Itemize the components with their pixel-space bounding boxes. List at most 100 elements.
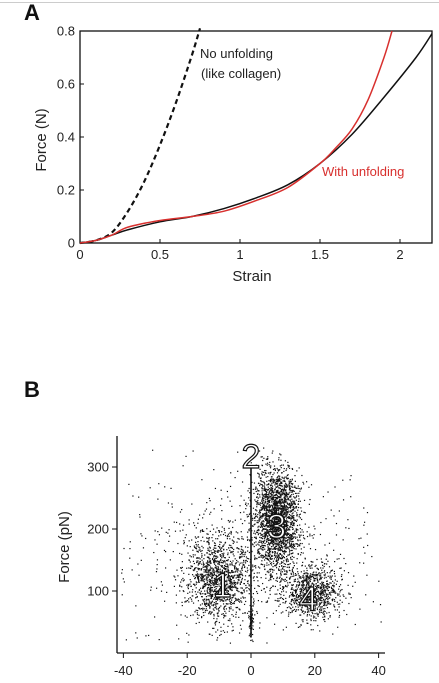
scatter-point [282, 586, 284, 588]
scatter-point [298, 516, 300, 518]
scatter-point [300, 594, 302, 597]
scatter-point [281, 549, 283, 551]
scatter-point [319, 533, 322, 536]
scatter-point [312, 597, 314, 599]
scatter-point [168, 535, 171, 537]
scatter-point [277, 481, 279, 483]
scatter-point [319, 597, 321, 599]
scatter-point [245, 584, 247, 587]
scatter-point [263, 494, 266, 496]
scatter-point [287, 560, 289, 562]
scatter-point [218, 576, 220, 578]
scatter-point [290, 509, 292, 512]
scatter-point [227, 535, 229, 537]
scatter-point [342, 479, 344, 481]
scatter-point [295, 586, 297, 588]
scatter-point [324, 620, 326, 623]
scatter-point [317, 574, 319, 576]
scatter-point [227, 519, 229, 522]
scatter-point [294, 598, 296, 600]
scatter-point [285, 530, 287, 532]
scatter-point [292, 561, 294, 563]
scatter-point [270, 568, 272, 570]
scatter-point [226, 563, 228, 565]
scatter-point [220, 561, 222, 563]
scatter-point [288, 563, 290, 566]
scatter-point [226, 576, 228, 578]
scatter-point [207, 549, 209, 551]
scatter-point [253, 603, 255, 605]
scatter-point [306, 574, 309, 576]
scatter-point [231, 539, 233, 541]
scatter-point [203, 583, 205, 586]
scatter-point [248, 564, 250, 567]
scatter-point [336, 609, 339, 611]
scatter-point [164, 486, 166, 488]
scatter-point [318, 591, 320, 593]
scatter-point [196, 550, 199, 553]
scatter-point [181, 579, 183, 581]
scatter-point [306, 575, 308, 578]
scatter-point [267, 529, 269, 531]
scatter-point [203, 586, 205, 589]
scatter-point [274, 552, 276, 554]
scatter-point [251, 519, 254, 521]
scatter-point [280, 535, 282, 537]
scatter-point [284, 485, 286, 487]
scatter-point [300, 591, 302, 593]
scatter-point [319, 594, 322, 596]
scatter-point [251, 617, 253, 619]
panel-b-y-tick-label: 300 [87, 460, 109, 475]
scatter-point [294, 533, 296, 535]
scatter-point [282, 528, 284, 530]
scatter-point [303, 577, 305, 579]
scatter-point [201, 596, 203, 598]
scatter-point [205, 562, 207, 564]
scatter-point [285, 516, 287, 518]
scatter-point [218, 573, 220, 576]
scatter-point [309, 575, 311, 577]
scatter-point [310, 560, 312, 563]
scatter-point [289, 499, 291, 501]
scatter-point [251, 608, 253, 610]
scatter-point [256, 612, 259, 614]
scatter-point [196, 560, 198, 562]
scatter-point [224, 560, 226, 562]
scatter-point [195, 527, 197, 529]
scatter-point [174, 530, 177, 532]
scatter-point [274, 526, 276, 528]
scatter-point [311, 576, 313, 578]
scatter-point [244, 562, 247, 564]
scatter-point [217, 566, 219, 568]
scatter-point [248, 497, 250, 499]
scatter-point [248, 487, 250, 490]
scatter-point [208, 611, 211, 613]
scatter-point [319, 612, 321, 614]
scatter-point [331, 589, 333, 591]
scatter-point [235, 531, 237, 533]
scatter-point [215, 590, 218, 592]
scatter-point [305, 593, 307, 595]
scatter-point [301, 542, 303, 545]
scatter-point [227, 553, 229, 556]
scatter-point [229, 618, 231, 620]
scatter-point [225, 581, 227, 583]
scatter-point [266, 506, 268, 508]
scatter-point [280, 569, 282, 571]
scatter-point [274, 546, 276, 548]
scatter-point [295, 499, 297, 501]
scatter-point [203, 563, 205, 565]
scatter-point [286, 514, 288, 516]
scatter-point [253, 545, 255, 548]
scatter-point [217, 590, 219, 592]
scatter-point [243, 589, 245, 591]
scatter-point [273, 509, 275, 511]
scatter-point [200, 590, 202, 592]
scatter-point [294, 475, 296, 477]
scatter-point [258, 525, 260, 527]
scatter-point [192, 450, 194, 452]
scatter-point [278, 547, 280, 549]
scatter-point [220, 566, 223, 568]
scatter-point [270, 484, 273, 486]
